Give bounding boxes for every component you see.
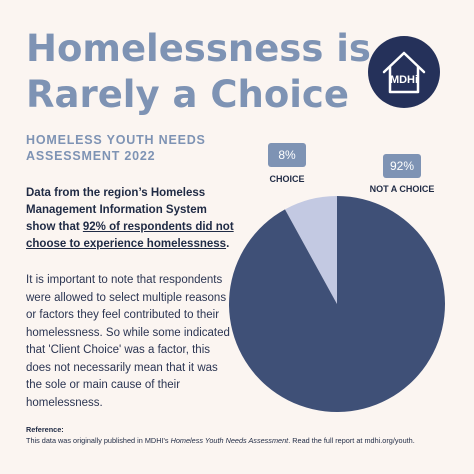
subtitle: HOMELESS YOUTH NEEDS ASSESSMENT 2022 [26, 132, 226, 164]
mdhi-logo: MDHi [368, 36, 440, 108]
subtitle-line-2: ASSESSMENT 2022 [26, 149, 156, 163]
reference-title: Homeless Youth Needs Assessment [170, 436, 289, 445]
lead-highlight: 92% of respondents did not choose to exp… [26, 221, 234, 250]
choice-label: CHOICE [269, 174, 305, 184]
subtitle-line-1: HOMELESS YOUTH NEEDS [26, 133, 206, 147]
pie-slice-not-a-choice [229, 196, 446, 412]
title-line-1: Homelessness is [26, 27, 371, 70]
logo-text: MDHi [389, 74, 419, 86]
not-a-choice-value-badge: 92% [383, 154, 421, 178]
lead-text-1: Data from the region’s Homeless Manageme… [26, 187, 207, 233]
lead-paragraph: Data from the region’s Homeless Manageme… [26, 185, 236, 253]
house-icon [382, 51, 426, 94]
not-a-choice-label: NOT A CHOICE [369, 184, 435, 194]
reference-text-2: . Read the full report at mdhi.org/youth… [288, 436, 415, 445]
reference-text-1: This data was originally published in MD… [26, 436, 171, 445]
reference-heading: Reference: [26, 425, 64, 434]
body-paragraph: It is important to note that respondents… [26, 274, 230, 409]
choice-value-badge: 8% [268, 143, 306, 167]
pie-slice-choice [284, 196, 337, 304]
reference: Reference: This data was originally publ… [26, 424, 466, 446]
title-line-2: Rarely a Choice [26, 73, 349, 116]
lead-text-2: . [226, 238, 230, 250]
page-title: Homelessness is Rarely a Choice [26, 26, 371, 118]
